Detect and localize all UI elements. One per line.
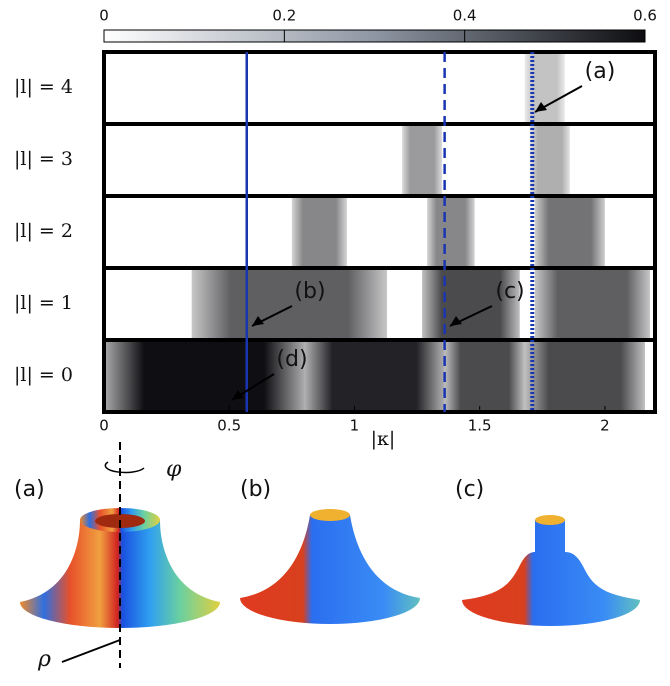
arrow-head bbox=[535, 102, 547, 112]
row-background bbox=[104, 52, 655, 124]
surface-c-top bbox=[535, 515, 565, 525]
band bbox=[524, 340, 645, 412]
x-tick-label: 1.5 bbox=[468, 417, 492, 435]
annotation: (a) bbox=[585, 59, 616, 84]
colorbar-tick-label: 0 bbox=[99, 7, 109, 25]
x-tick-label: 1 bbox=[350, 417, 360, 435]
panel-label: (c) bbox=[455, 477, 484, 502]
band bbox=[444, 340, 525, 412]
band bbox=[529, 124, 570, 196]
arrow-head bbox=[232, 390, 244, 400]
row-frame bbox=[102, 338, 657, 414]
rotation-arrow bbox=[104, 461, 145, 474]
band bbox=[422, 268, 520, 340]
colorbar-tick-label: 0.6 bbox=[633, 7, 657, 25]
surface-panels: (a) (b) (c) φ ρ bbox=[14, 442, 640, 672]
x-tick-label: 0 bbox=[99, 417, 109, 435]
row-label: |l| = 4 bbox=[14, 76, 73, 98]
band bbox=[534, 268, 650, 340]
row-label: |l| = 2 bbox=[14, 220, 73, 242]
row-label: |l| = 1 bbox=[14, 292, 73, 314]
row-label: |l| = 0 bbox=[14, 364, 73, 386]
annotation: (d) bbox=[276, 347, 307, 372]
colorbar-tick-label: 0.2 bbox=[272, 7, 296, 25]
colorbar bbox=[103, 29, 646, 43]
rho-label: ρ bbox=[37, 647, 51, 672]
x-tick-label: 0.5 bbox=[217, 417, 241, 435]
band bbox=[534, 196, 605, 268]
panel-label: (a) bbox=[14, 477, 45, 502]
x-axis-label: |κ| bbox=[371, 428, 396, 450]
band bbox=[402, 124, 443, 196]
arrow-head bbox=[252, 316, 264, 326]
phi-label: φ bbox=[166, 457, 182, 482]
surface-b-top bbox=[310, 509, 350, 521]
annotation: (b) bbox=[294, 279, 325, 304]
band bbox=[427, 196, 475, 268]
band bbox=[291, 196, 347, 268]
row-label: |l| = 3 bbox=[14, 148, 73, 170]
band bbox=[104, 340, 305, 412]
arrow-head bbox=[450, 316, 462, 326]
band bbox=[304, 340, 445, 412]
rho-arrow bbox=[61, 639, 121, 663]
colorbar-tick-label: 0.4 bbox=[453, 7, 477, 25]
annotation: (c) bbox=[495, 279, 524, 304]
x-tick-label: 2 bbox=[600, 417, 610, 435]
row-background bbox=[104, 124, 655, 196]
surface-b bbox=[240, 515, 420, 624]
surface-c bbox=[462, 520, 640, 626]
band bbox=[191, 268, 388, 340]
panel-label: (b) bbox=[240, 477, 271, 502]
